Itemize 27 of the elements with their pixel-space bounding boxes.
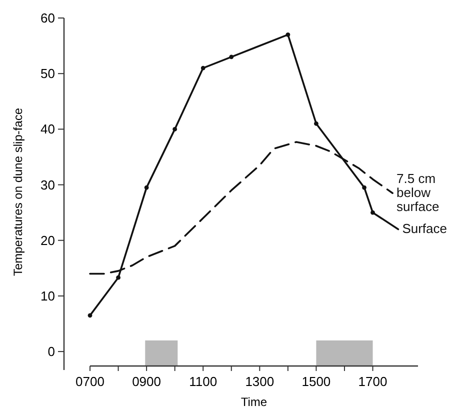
x-tick-label: 1100 [189,374,218,389]
point [144,185,149,190]
y-tick-label: 50 [40,66,55,82]
point [88,313,92,318]
y-tick-label: 40 [40,122,55,137]
point [286,32,290,37]
point [314,121,318,126]
point [370,210,375,215]
y-tick-label: 30 [40,177,55,192]
point [362,185,366,190]
point [229,54,234,60]
point [116,275,120,280]
series-label: Surface [402,221,448,236]
x-tick-label: 0700 [76,374,104,389]
x-tick-label: 1500 [302,374,331,389]
x-tick-label: 0900 [132,374,162,389]
y-tick-label: 20 [40,232,55,248]
x-axis-title: Time [240,395,268,409]
point [200,66,206,70]
x-tick-label: 1300 [245,374,274,389]
point [172,126,178,132]
y-axis-title: Temperatures on dune slip-face [11,108,25,276]
y-tick-label: 60 [40,10,55,26]
x-tick-label: 1700 [358,374,388,389]
series-label: 7.5 cm below surface [396,171,440,214]
y-tick-label: 0 [48,344,55,360]
y-tick-label: 10 [40,288,55,304]
